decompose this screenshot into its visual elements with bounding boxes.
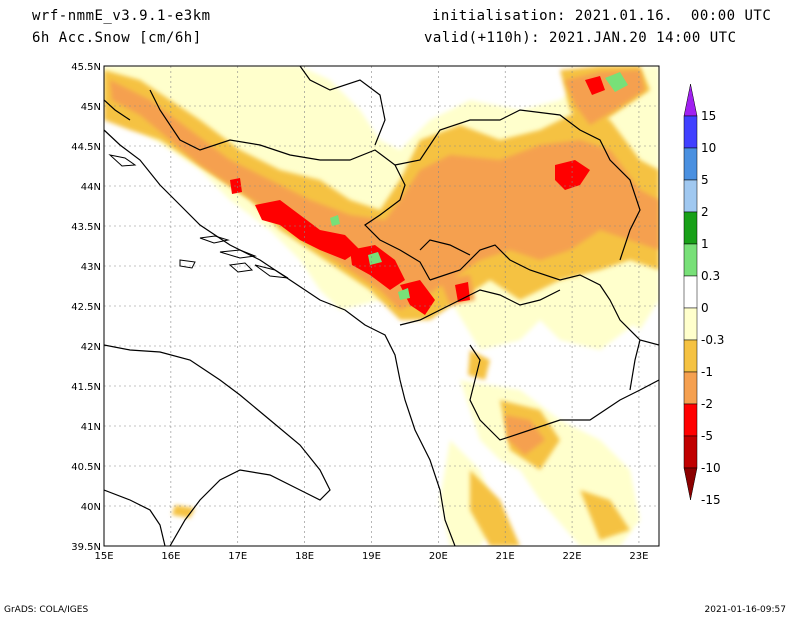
islands	[108, 154, 289, 279]
footer-timestamp: 2021-01-16-09:57	[704, 605, 787, 615]
legend-color-box	[683, 179, 698, 213]
legend-label: 2	[701, 205, 709, 219]
legend-color-box	[683, 307, 698, 341]
lat-tick-label: 45.5N	[71, 62, 101, 73]
lon-tick-label: 22E	[563, 551, 582, 562]
lon-tick-label: 19E	[362, 551, 381, 562]
lat-tick-label: 40N	[81, 502, 101, 513]
lat-tick-label: 44N	[81, 182, 101, 193]
lon-tick-label: 18E	[295, 551, 314, 562]
lon-tick-label: 15E	[94, 551, 113, 562]
legend-label: -5	[701, 429, 713, 443]
coastlines-borders	[104, 66, 659, 546]
lat-tick-label: 39.5N	[71, 542, 101, 553]
legend-label: 0	[701, 301, 709, 315]
legend-color-box	[683, 339, 698, 373]
legend-label: -0.3	[701, 333, 724, 347]
legend-label: -1	[701, 365, 713, 379]
lon-tick-label: 23E	[629, 551, 648, 562]
legend-label: 0.3	[701, 269, 720, 283]
colorbar-legend: 15 10 5 2 1 0.3 0 -0.3 -1 -2 -5 -10 -15	[683, 83, 724, 507]
legend-color-box	[683, 275, 698, 309]
lat-tick-label: 43.5N	[71, 222, 101, 233]
lat-tick-label: 42.5N	[71, 302, 101, 313]
legend-color-box	[683, 115, 698, 149]
legend-label: 15	[701, 109, 716, 123]
legend-arrow-bottom	[683, 467, 698, 501]
lat-tick-label: 40.5N	[71, 462, 101, 473]
valid-time: valid(+110h): 2021.JAN.20 14:00 UTC	[424, 30, 737, 46]
initialisation-time: initialisation: 2021.01.16. 00:00 UTC	[432, 8, 772, 24]
legend-color-box	[683, 243, 698, 277]
lat-tick-label: 41N	[81, 422, 101, 433]
footer-grads-credit: GrADS: COLA/IGES	[4, 605, 89, 615]
legend-label: 1	[701, 237, 709, 251]
legend-color-box	[683, 403, 698, 437]
legend-arrow-top	[683, 83, 698, 117]
latitude-labels: 39.5N 40N 40.5N 41N 41.5N 42N 42.5N 43N 43.5N 44N…	[71, 62, 101, 553]
legend-color-box	[683, 371, 698, 405]
lat-tick-label: 44.5N	[71, 142, 101, 153]
lat-tick-label: 43N	[81, 262, 101, 273]
legend-color-box	[683, 211, 698, 245]
lat-tick-label: 41.5N	[71, 382, 101, 393]
map-frame	[103, 65, 660, 547]
variable-title: 6h Acc.Snow [cm/6h]	[32, 30, 202, 46]
lon-tick-label: 17E	[228, 551, 247, 562]
model-title: wrf-nmmE_v3.9.1-e3km	[32, 8, 211, 24]
lon-tick-label: 20E	[429, 551, 448, 562]
longitude-labels: 15E 16E 17E 18E 19E 20E 21E 22E 23E	[94, 551, 648, 562]
legend-label: 10	[701, 141, 716, 155]
lon-tick-label: 21E	[496, 551, 515, 562]
legend-label: 5	[701, 173, 709, 187]
legend-color-box	[683, 147, 698, 181]
lat-tick-label: 45N	[81, 102, 101, 113]
legend-label: -15	[701, 493, 721, 507]
lat-tick-label: 42N	[81, 342, 101, 353]
legend-color-box	[683, 435, 698, 469]
legend-label: -10	[701, 461, 721, 475]
lon-tick-label: 16E	[161, 551, 180, 562]
legend-label: -2	[701, 397, 713, 411]
lat-lon-grid	[104, 66, 659, 546]
